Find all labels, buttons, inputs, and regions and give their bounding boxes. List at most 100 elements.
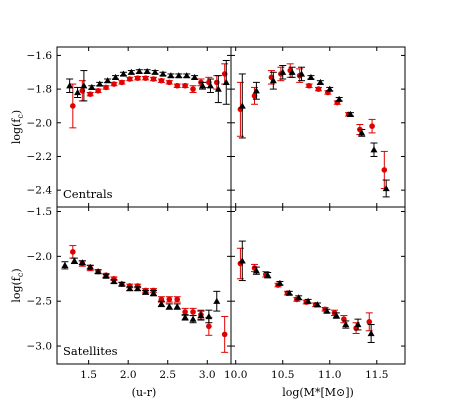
data-point-triangle	[252, 87, 260, 94]
panel-annotation: Satellites	[63, 344, 118, 358]
series-black-triangles	[61, 257, 221, 324]
data-point-circle	[381, 167, 388, 173]
data-point-triangle	[367, 329, 375, 337]
data-point-triangle	[70, 257, 78, 264]
data-point-triangle	[96, 80, 104, 87]
data-point-triangle	[295, 294, 303, 301]
data-point-triangle	[197, 312, 205, 319]
data-point-triangle	[199, 82, 207, 89]
data-point-triangle	[264, 271, 272, 278]
x-tick-label: 2.5	[159, 369, 176, 381]
data-point-circle	[158, 77, 165, 84]
data-point-circle	[366, 319, 373, 325]
x-tick-label: 10.0	[224, 369, 247, 381]
data-point-triangle	[143, 67, 151, 75]
data-point-circle	[190, 86, 196, 92]
data-point-triangle	[66, 82, 74, 89]
data-point-triangle	[326, 85, 334, 92]
data-point-triangle	[80, 82, 88, 89]
data-point-triangle	[189, 315, 197, 322]
y-tick-label: −2.5	[27, 296, 53, 308]
data-point-triangle	[181, 313, 189, 320]
data-point-circle	[119, 79, 125, 86]
data-point-circle	[95, 87, 101, 94]
series-red-circles	[236, 247, 373, 334]
y-tick-label: −2.0	[27, 251, 53, 263]
data-point-triangle	[86, 263, 94, 270]
data-point-triangle	[134, 285, 142, 292]
data-point-circle	[174, 82, 181, 89]
data-point-triangle	[126, 285, 134, 292]
data-point-triangle	[358, 129, 366, 136]
data-point-triangle	[183, 72, 191, 79]
x-tick-label: 2.0	[120, 369, 137, 381]
data-point-triangle	[94, 268, 102, 275]
data-point-circle	[190, 309, 196, 315]
y-tick-label: −2.4	[27, 185, 53, 197]
data-point-triangle	[307, 73, 315, 80]
x-tick-label: 10.5	[271, 369, 294, 381]
series-black-triangles	[238, 240, 375, 343]
panel-satellites-mass: 10.0 10.5 11.0 11.5 log(M*[M⊙])	[224, 206, 406, 399]
series-black-triangles	[66, 59, 230, 105]
data-point-triangle	[205, 312, 213, 320]
data-point-circle	[126, 76, 133, 82]
y-axis-label: log(fc)	[10, 268, 25, 302]
data-point-circle	[166, 296, 173, 303]
data-point-circle	[206, 323, 212, 330]
panel-annotation: Centrals	[63, 187, 113, 201]
panel-satellites-colour: 1.5 2.0 2.5 3.0 −1.5 −2.0 −2.5 −3.0 Satellites lo…	[10, 206, 232, 399]
y-tick-label: −1.5	[27, 206, 53, 218]
data-point-circle	[306, 82, 312, 89]
data-point-triangle	[288, 68, 296, 75]
data-point-triangle	[167, 72, 175, 79]
data-point-circle	[70, 249, 76, 255]
data-point-triangle	[191, 73, 199, 80]
data-point-triangle	[214, 85, 222, 92]
data-point-circle	[150, 76, 157, 82]
data-point-triangle	[276, 279, 284, 286]
y-tick-label: −2.0	[27, 117, 53, 129]
data-point-triangle	[370, 146, 378, 153]
data-point-triangle	[127, 68, 135, 75]
panel-frame	[56, 206, 232, 365]
series-red-circles	[69, 63, 229, 129]
data-point-circle	[369, 123, 375, 129]
y-tick-label: −2.2	[27, 151, 53, 163]
x-tick-label: 11.0	[318, 369, 341, 381]
data-point-triangle	[335, 95, 343, 102]
data-point-triangle	[238, 257, 246, 264]
series-red-circles	[69, 245, 229, 353]
data-point-triangle	[252, 267, 260, 274]
data-point-triangle	[314, 301, 322, 308]
y-tick-label: −1.6	[27, 50, 53, 62]
x-tick-label: 3.0	[199, 369, 216, 381]
data-point-circle	[221, 331, 228, 338]
data-point-triangle	[118, 280, 126, 287]
data-point-triangle	[316, 78, 324, 85]
data-point-triangle	[222, 78, 230, 85]
data-point-triangle	[104, 77, 112, 84]
x-tick-label: 1.5	[80, 369, 97, 381]
y-axis-label: log(fc)	[10, 110, 25, 144]
data-point-triangle	[213, 297, 221, 304]
data-point-triangle	[285, 289, 293, 296]
data-point-triangle	[238, 102, 246, 109]
data-point-triangle	[298, 70, 306, 77]
series-black-triangles	[238, 65, 390, 198]
panel-centrals-colour: −1.6 −1.8 −2.0 −2.2 −2.4 Centrals log(fc)	[10, 46, 232, 208]
y-tick-label: −3.0	[27, 341, 53, 353]
data-point-circle	[87, 91, 94, 97]
data-point-circle	[111, 81, 117, 87]
data-point-circle	[182, 309, 188, 315]
data-point-triangle	[332, 312, 340, 319]
data-point-triangle	[157, 300, 165, 307]
data-point-triangle	[269, 77, 277, 84]
data-point-triangle	[119, 70, 127, 77]
data-point-triangle	[142, 288, 150, 295]
data-point-triangle	[102, 272, 110, 279]
data-point-circle	[142, 75, 149, 81]
data-point-triangle	[382, 184, 390, 192]
panel-frame	[230, 46, 406, 208]
data-point-circle	[70, 103, 76, 109]
